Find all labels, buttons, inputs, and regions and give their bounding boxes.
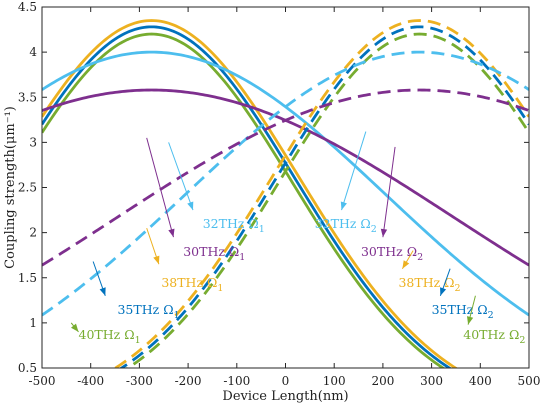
annotation-label: 35THz Ω2 (432, 302, 494, 321)
series-line-30-2 (42, 88, 529, 267)
annotation-arrow-head (99, 287, 106, 296)
axis-ticks: -500 -400 -300 -200 -100 0 100 200 300 400 500 0.5 1… (18, 0, 540, 388)
annotation-arrow-line (341, 131, 367, 211)
annotation-label: 38THz Ω2 (398, 275, 460, 294)
annotation-label: 30THz Ω1 (183, 244, 245, 263)
y-tick-label: 0.5 (18, 361, 37, 375)
annotation-arrow-head (187, 201, 194, 211)
annotation-arrow-head (440, 287, 447, 296)
y-axis-title: Coupling strength(μm⁻¹) (3, 106, 18, 269)
annotation-arrow-head (380, 228, 388, 238)
y-tick-label: 3 (29, 135, 37, 149)
annotation-label: 35THz Ω1 (117, 302, 179, 321)
x-tick-label: -100 (223, 374, 250, 388)
y-tick-label: 1 (29, 316, 37, 330)
series-line-40-2 (125, 32, 529, 368)
annotation-arrow-head (71, 323, 79, 332)
annotation-label: 32THz Ω2 (315, 216, 377, 235)
annotation-label: 40THz Ω2 (463, 327, 525, 346)
series-line-38-1 (42, 19, 459, 368)
annotation-label: 40THz Ω1 (79, 327, 141, 346)
annotation-arrow-head (466, 316, 474, 325)
annotation-arrow-head (340, 201, 347, 211)
annotation-label: 32THz Ω1 (203, 216, 265, 235)
series-line-30-1 (42, 88, 529, 267)
x-tick-label: 200 (371, 374, 394, 388)
annotation-arrow-head (168, 228, 175, 238)
series-lines (42, 19, 529, 368)
x-tick-label: -500 (29, 374, 56, 388)
annotation-arrow-line (382, 146, 396, 238)
y-tick-label: 3.5 (18, 90, 37, 104)
x-tick-label: -200 (175, 374, 202, 388)
x-tick-label: -400 (77, 374, 104, 388)
annotation-label: 38THz Ω1 (161, 275, 223, 294)
x-tick-label: 100 (323, 374, 346, 388)
annotation-arrow-head (402, 260, 410, 269)
y-tick-label: 2.5 (18, 181, 37, 195)
x-axis-title: Device Length(nm) (222, 389, 348, 404)
x-tick-label: 500 (518, 374, 540, 388)
x-tick-label: 300 (420, 374, 443, 388)
annotation-arrow-line (146, 137, 174, 238)
series-line-32-2 (42, 50, 529, 317)
series-line-35-2 (119, 25, 529, 368)
series-line-38-2 (112, 19, 529, 368)
y-tick-label: 4.5 (18, 0, 37, 14)
y-tick-label: 2 (29, 226, 37, 240)
annotation-label: 30THz Ω2 (361, 244, 423, 263)
annotations: 32THz Ω1 30THz Ω1 38THz Ω1 35THz Ω1 40THz Ω1… (70, 131, 525, 346)
series-line-35-1 (42, 25, 452, 368)
annotation-arrow-line (168, 142, 194, 211)
y-tick-label: 4 (29, 45, 37, 59)
x-tick-label: -300 (126, 374, 153, 388)
x-tick-label: 400 (469, 374, 492, 388)
x-tick-label: 0 (282, 374, 290, 388)
y-tick-label: 1.5 (18, 271, 37, 285)
annotation-arrow-head (153, 255, 160, 265)
